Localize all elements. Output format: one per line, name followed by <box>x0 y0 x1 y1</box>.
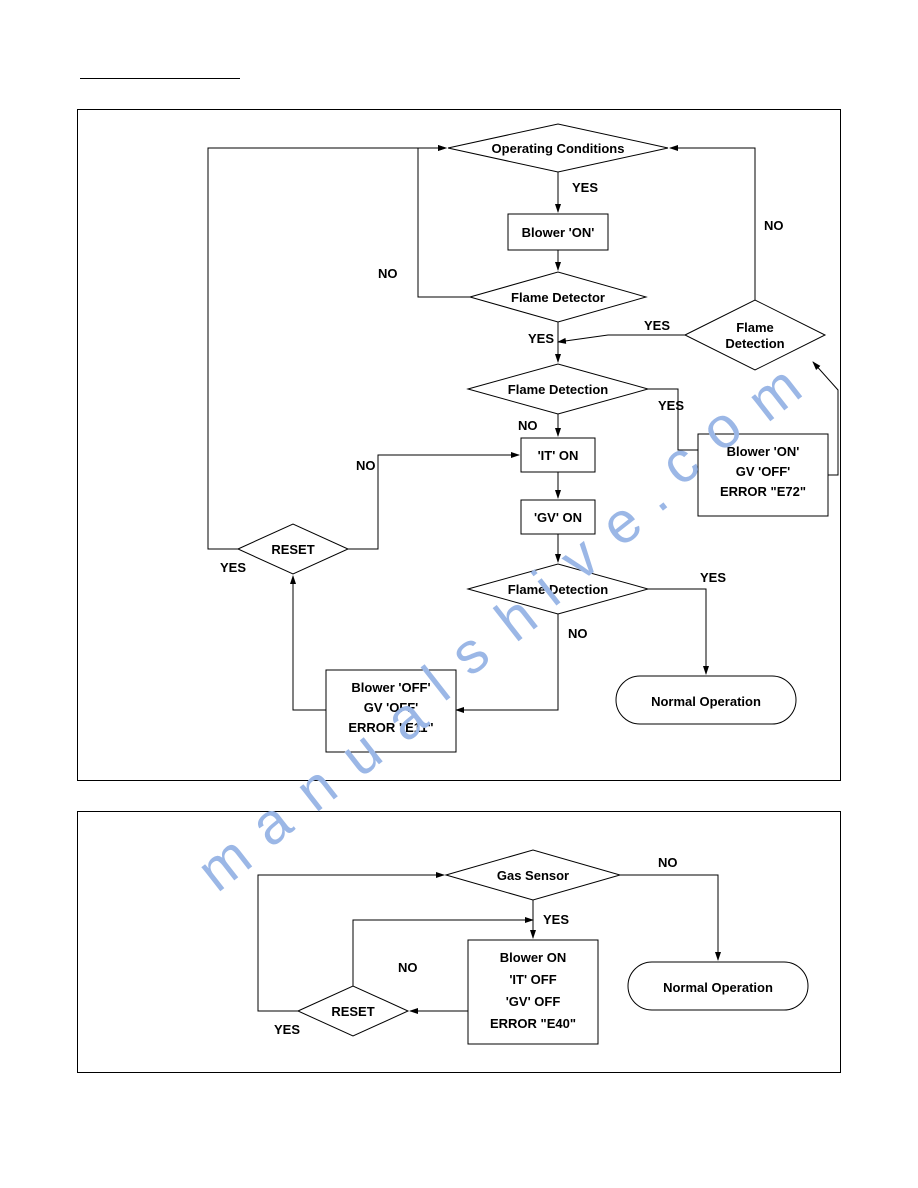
label-operating-conditions: Operating Conditions <box>492 141 625 156</box>
edge-label-yes: YES <box>528 331 554 346</box>
label-gas-sensor: Gas Sensor <box>497 868 569 883</box>
label-e40-4: ERROR "E40" <box>490 1016 576 1031</box>
label-e72-1: Blower 'ON' <box>727 444 800 459</box>
label-reset-2: RESET <box>331 1004 374 1019</box>
label-flame-detection-right-2: Detection <box>725 336 784 351</box>
edge-label-yes2: YES <box>274 1022 300 1037</box>
edge <box>208 148 446 549</box>
label-flame-detection-2: Flame Detection <box>508 582 608 597</box>
edge <box>418 148 470 297</box>
label-gv-on: 'GV' ON <box>534 510 582 525</box>
label-e40-2: 'IT' OFF <box>509 972 556 987</box>
node-flame-detection-right <box>685 300 825 370</box>
flowchart-2-svg: Gas Sensor NO YES Blower ON 'IT' OFF 'GV… <box>78 812 840 1072</box>
edge-label-no: NO <box>658 855 678 870</box>
label-reset: RESET <box>271 542 314 557</box>
edge-label-yes: YES <box>543 912 569 927</box>
flowchart-2-frame: Gas Sensor NO YES Blower ON 'IT' OFF 'GV… <box>77 811 841 1073</box>
flowchart-1-svg: Operating Conditions YES Blower 'ON' Fla… <box>78 110 840 780</box>
label-e40-3: 'GV' OFF <box>506 994 561 1009</box>
label-e40-1: Blower ON <box>500 950 566 965</box>
edge-label-no2: NO <box>398 960 418 975</box>
edge <box>293 576 326 710</box>
edge <box>456 614 558 710</box>
label-flame-detection-right-1: Flame <box>736 320 774 335</box>
title-underline <box>80 60 240 79</box>
label-e72-3: ERROR "E72" <box>720 484 806 499</box>
flowchart-1-frame: Operating Conditions YES Blower 'ON' Fla… <box>77 109 841 781</box>
label-blower-on: Blower 'ON' <box>522 225 595 240</box>
edge-label-no: NO <box>568 626 588 641</box>
edge-label-no: NO <box>518 418 538 433</box>
edge-label-yes: YES <box>658 398 684 413</box>
label-normal-operation-2: Normal Operation <box>663 980 773 995</box>
edge <box>558 335 685 342</box>
edge-label-yes: YES <box>572 180 598 195</box>
label-flame-detection-1: Flame Detection <box>508 382 608 397</box>
label-e11-1: Blower 'OFF' <box>351 680 430 695</box>
label-it-on: 'IT' ON <box>538 448 579 463</box>
label-e11-2: GV 'OFF' <box>364 700 419 715</box>
edge-label-yes: YES <box>700 570 726 585</box>
edge-label-no: NO <box>764 218 784 233</box>
edge-label-no: NO <box>378 266 398 281</box>
label-e11-3: ERROR "E11" <box>348 720 433 735</box>
edge-label-no: NO <box>356 458 376 473</box>
edge <box>620 875 718 960</box>
edge <box>648 589 706 674</box>
label-e72-2: GV 'OFF' <box>736 464 791 479</box>
edge-label-yes: YES <box>220 560 246 575</box>
edge <box>670 148 755 300</box>
label-flame-detector: Flame Detector <box>511 290 605 305</box>
edge-label-yes: YES <box>644 318 670 333</box>
label-normal-operation: Normal Operation <box>651 694 761 709</box>
